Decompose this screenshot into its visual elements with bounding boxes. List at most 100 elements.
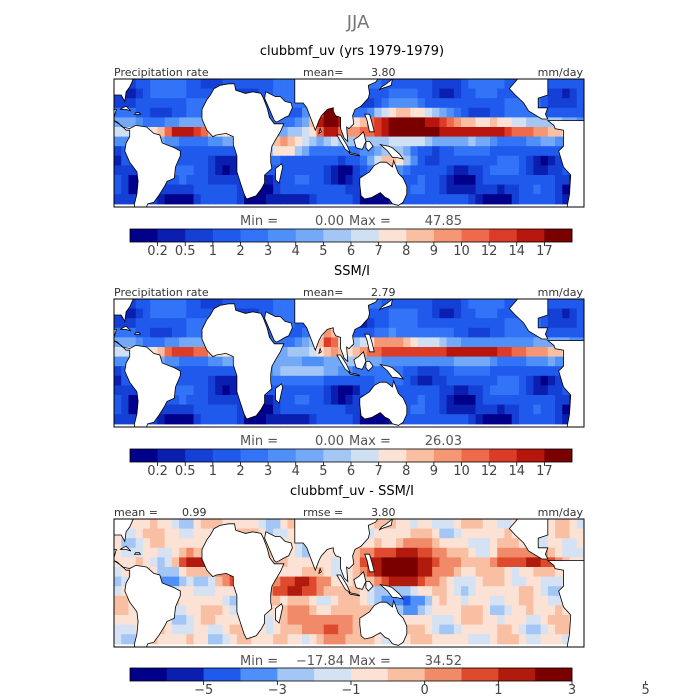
heat-cell xyxy=(497,155,506,166)
heat-cell xyxy=(352,547,361,558)
heat-cell xyxy=(504,107,513,118)
heat-cell xyxy=(461,184,469,195)
heat-cell xyxy=(258,519,267,530)
heat-cell xyxy=(280,605,289,616)
heat-cell xyxy=(504,117,513,128)
heat-cell xyxy=(396,136,404,147)
heat-cell xyxy=(396,557,404,568)
heat-cell xyxy=(490,538,498,549)
heat-cell xyxy=(381,327,390,338)
heat-cell xyxy=(555,155,563,166)
heat-cell xyxy=(504,347,513,358)
heat-cell xyxy=(432,605,440,616)
heat-cell xyxy=(280,184,289,195)
heat-cell xyxy=(273,146,281,157)
heat-cell xyxy=(396,299,404,310)
heat-cell xyxy=(179,136,187,147)
heat-cell xyxy=(251,519,260,530)
heat-cell xyxy=(497,117,506,128)
heat-cell xyxy=(410,308,419,319)
heat-cell xyxy=(128,404,137,415)
heat-cell xyxy=(497,347,506,358)
max-value: 47.85 xyxy=(425,214,462,229)
heat-cell xyxy=(518,404,527,415)
heat-cell xyxy=(490,184,498,195)
heat-cell xyxy=(352,624,361,635)
heat-cell xyxy=(186,98,195,109)
heat-cell xyxy=(114,414,122,425)
heat-cell xyxy=(439,308,448,319)
heat-cell xyxy=(482,538,491,549)
heat-cell xyxy=(410,414,419,425)
heat-cell xyxy=(179,127,187,138)
heat-cell xyxy=(179,519,187,530)
land-mass xyxy=(378,363,405,380)
heat-cell xyxy=(410,79,419,90)
heat-cell xyxy=(186,366,195,377)
heat-cell xyxy=(114,547,122,558)
heat-cell xyxy=(453,79,462,90)
heat-cell xyxy=(504,327,513,338)
heat-cell xyxy=(157,528,166,539)
colorbar-swatch xyxy=(185,229,214,242)
heat-cell xyxy=(135,299,144,310)
heat-cell xyxy=(518,184,527,195)
heat-cell xyxy=(236,519,245,530)
heat-cell xyxy=(555,567,563,578)
heat-cell xyxy=(446,375,455,386)
heat-cell xyxy=(388,98,397,109)
heat-cell xyxy=(316,605,325,616)
heat-cell xyxy=(468,586,477,597)
heat-cell xyxy=(200,194,209,205)
heat-cell xyxy=(410,586,419,597)
heat-cell xyxy=(555,519,563,530)
heat-cell xyxy=(179,347,187,358)
heat-cell xyxy=(526,117,534,128)
heat-cell xyxy=(330,567,339,578)
heat-cell xyxy=(417,538,426,549)
heat-cell xyxy=(208,414,216,425)
heat-cell xyxy=(352,127,361,138)
land-mass xyxy=(364,553,375,573)
heat-cell xyxy=(497,175,506,186)
heat-cell xyxy=(330,194,339,205)
heat-cell xyxy=(128,519,137,530)
heat-cell xyxy=(258,634,267,645)
heat-cell xyxy=(222,356,231,367)
heat-cell xyxy=(193,327,202,338)
heat-cell xyxy=(504,127,513,138)
colorbar-tick-label: 9 xyxy=(430,244,438,259)
heat-cell xyxy=(208,194,216,205)
heat-cell xyxy=(244,519,252,530)
heat-cell xyxy=(511,595,520,606)
heat-cell xyxy=(576,308,584,319)
heat-cell xyxy=(171,605,180,616)
heat-cell xyxy=(135,79,144,90)
heat-cell xyxy=(359,586,368,597)
heat-cell xyxy=(490,318,498,329)
land-mass xyxy=(119,545,132,552)
heat-cell xyxy=(518,337,527,348)
heat-cell xyxy=(128,624,137,635)
heat-cell xyxy=(497,356,506,367)
heat-cell xyxy=(302,366,310,377)
heat-cell xyxy=(273,88,281,99)
heat-cell xyxy=(345,175,354,186)
heat-cell xyxy=(309,634,318,645)
heat-cell xyxy=(287,624,296,635)
heat-cell xyxy=(475,528,484,539)
heat-cell xyxy=(417,385,426,396)
heat-cell xyxy=(280,404,289,415)
heat-cell xyxy=(482,308,491,319)
heat-cell xyxy=(547,605,556,616)
heat-cell xyxy=(186,395,195,406)
heat-cell xyxy=(121,107,130,118)
heat-cell xyxy=(171,347,180,358)
heat-cell xyxy=(504,404,513,415)
heat-cell xyxy=(511,414,520,425)
heat-cell xyxy=(475,557,484,568)
heat-cell xyxy=(157,557,166,568)
heat-cell xyxy=(453,605,462,616)
heat-cell xyxy=(504,395,513,406)
heat-cell xyxy=(424,547,433,558)
